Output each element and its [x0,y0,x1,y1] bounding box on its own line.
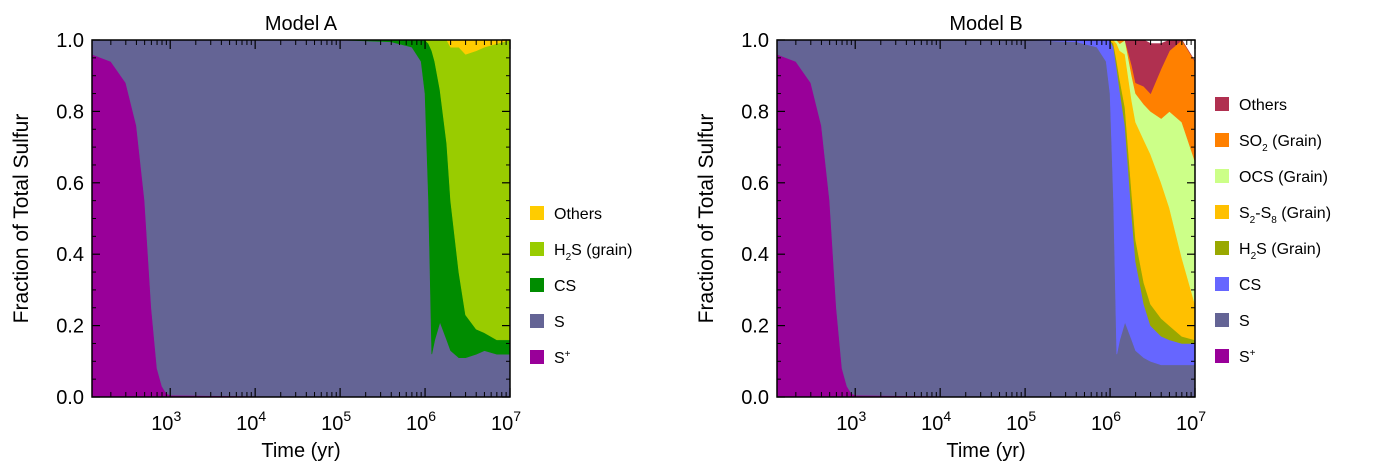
legend-label: S [554,314,565,331]
x-axis-label: Time (yr) [946,440,1025,462]
area-cs [92,40,510,359]
x-tick-label: 107 [1176,408,1206,435]
legend-swatch [1215,277,1229,291]
y-axis-label: Fraction of Total Sulfur [695,114,718,324]
legend-label: H2S (grain) [554,242,632,263]
x-tick-label: 104 [921,408,951,435]
legend-label: H2S (Grain) [1239,241,1321,262]
legend-label: CS [1239,277,1261,294]
legend-swatch [530,278,544,292]
y-tick-label: 0.4 [56,244,84,266]
y-tick-label: 0.2 [56,316,84,338]
chart-panel-1: Model A 0.0 0.2 0.4 0.6 0.8 1.0 103 104 105 106 107… [10,13,632,462]
x-axis-label: Time (yr) [261,440,340,462]
y-tick-label: 0.0 [56,387,84,409]
legend-swatch [1215,349,1229,363]
chart-title: Model A [265,13,338,35]
legend-swatch [1215,97,1229,111]
x-tick-label: 105 [1006,408,1036,435]
legend-label: S+ [1239,348,1256,366]
legend-label: SO2 (Grain) [1239,133,1322,154]
legend-label: S+ [554,349,571,367]
legend-label: S [1239,313,1250,330]
y-tick-label: 0.2 [741,316,769,338]
legend: Others SO2 (Grain) OCS (Grain) S2-S8 (Grain… [1215,97,1331,366]
x-tick-label: 103 [151,408,181,435]
legend-swatch [1215,241,1229,255]
legend: Others H2S (grain) CS S S+ [530,206,632,367]
legend-label: CS [554,278,576,295]
legend-swatch [1215,169,1229,183]
area-others [777,40,1195,95]
legend-swatch [530,206,544,220]
x-tick-label: 106 [1091,408,1121,435]
y-tick-label: 0.0 [741,387,769,409]
x-tick-label: 104 [236,408,266,435]
legend-label: Others [1239,97,1287,114]
legend-swatch [530,314,544,328]
chart-title: Model B [949,13,1022,35]
area-h2s-grain [777,40,1195,344]
legend-label: OCS (Grain) [1239,169,1328,186]
y-tick-label: 0.6 [56,173,84,195]
area-h2s-grain [92,40,510,341]
y-tick-label: 0.4 [741,244,769,266]
y-tick-label: 1.0 [56,30,84,52]
y-tick-label: 0.8 [56,101,84,123]
chart-panel-2: Model B 0.0 0.2 0.4 0.6 0.8 1.0 103 104 105 106 107… [695,13,1331,462]
legend-label: S2-S8 (Grain) [1239,205,1331,226]
x-tick-label: 107 [491,408,521,435]
x-tick-label: 103 [836,408,866,435]
y-tick-label: 1.0 [741,30,769,52]
x-tick-label: 106 [406,408,436,435]
area-cs [777,40,1195,366]
legend-swatch [1215,205,1229,219]
y-tick-label: 0.8 [741,101,769,123]
plot-area [92,40,510,397]
legend-swatch [530,350,544,364]
y-tick-label: 0.6 [741,173,769,195]
y-axis-label: Fraction of Total Sulfur [10,114,33,324]
area-others [92,40,510,55]
legend-swatch [1215,313,1229,327]
x-tick-label: 105 [321,408,351,435]
legend-swatch [1215,133,1229,147]
legend-label: Others [554,206,602,223]
legend-swatch [530,242,544,256]
plot-area [777,40,1195,397]
